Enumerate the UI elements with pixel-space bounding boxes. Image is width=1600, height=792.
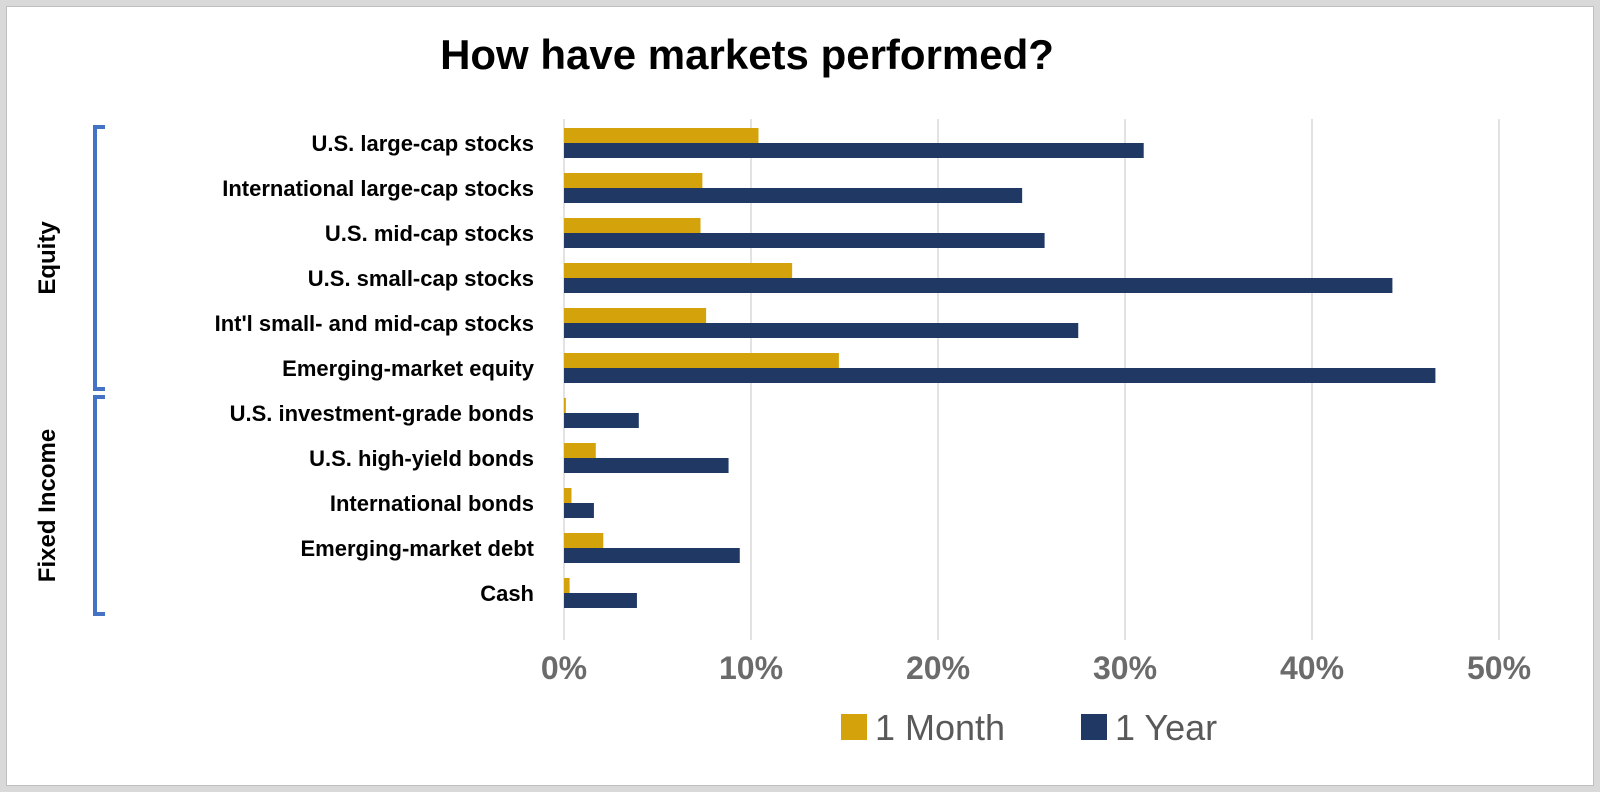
x-tick-label: 50% — [1467, 650, 1531, 686]
legend-label: 1 Year — [1115, 707, 1217, 748]
bar-month-0 — [564, 128, 759, 143]
category-label: International bonds — [330, 491, 534, 516]
bar-month-7 — [564, 443, 596, 458]
bar-month-2 — [564, 218, 701, 233]
chart-title: How have markets performed? — [440, 31, 1054, 78]
category-label: U.S. mid-cap stocks — [325, 221, 534, 246]
bar-month-3 — [564, 263, 793, 278]
x-tick-label: 30% — [1093, 650, 1157, 686]
bar-year-0 — [564, 143, 1144, 158]
category-label: International large-cap stocks — [222, 176, 534, 201]
category-label: U.S. investment-grade bonds — [230, 401, 534, 426]
bar-year-2 — [564, 233, 1045, 248]
group-label: Equity — [34, 221, 61, 295]
bar-year-10 — [564, 593, 637, 608]
group-label: Fixed Income — [34, 429, 61, 582]
category-label: Emerging-market equity — [282, 356, 535, 381]
bar-year-1 — [564, 188, 1023, 203]
bar-year-9 — [564, 548, 740, 563]
bar-year-7 — [564, 458, 729, 473]
bar-month-10 — [564, 578, 570, 593]
group-bracket-1 — [93, 395, 105, 616]
x-tick-label: 20% — [906, 650, 970, 686]
legend-label: 1 Month — [875, 707, 1005, 748]
bar-month-9 — [564, 533, 604, 548]
category-label: Cash — [480, 581, 534, 606]
bar-month-6 — [564, 398, 566, 413]
x-tick-label: 40% — [1280, 650, 1344, 686]
category-label: Emerging-market debt — [301, 536, 535, 561]
group-bracket-0 — [93, 125, 105, 391]
category-label: U.S. large-cap stocks — [311, 131, 534, 156]
bar-month-1 — [564, 173, 703, 188]
bar-year-8 — [564, 503, 594, 518]
bar-month-5 — [564, 353, 839, 368]
x-tick-label: 10% — [719, 650, 783, 686]
bar-year-4 — [564, 323, 1079, 338]
bar-year-5 — [564, 368, 1436, 383]
chart-frame: How have markets performed? U.S. large-ca… — [6, 6, 1594, 786]
bar-year-6 — [564, 413, 639, 428]
x-tick-label: 0% — [541, 650, 587, 686]
bar-year-3 — [564, 278, 1393, 293]
chart-svg: How have markets performed? U.S. large-ca… — [34, 31, 1531, 748]
legend-swatch-month — [841, 714, 867, 740]
legend-swatch-year — [1081, 714, 1107, 740]
category-label: U.S. small-cap stocks — [308, 266, 534, 291]
bar-month-8 — [564, 488, 572, 503]
category-label: U.S. high-yield bonds — [309, 446, 534, 471]
category-label: Int'l small- and mid-cap stocks — [215, 311, 534, 336]
bar-month-4 — [564, 308, 707, 323]
